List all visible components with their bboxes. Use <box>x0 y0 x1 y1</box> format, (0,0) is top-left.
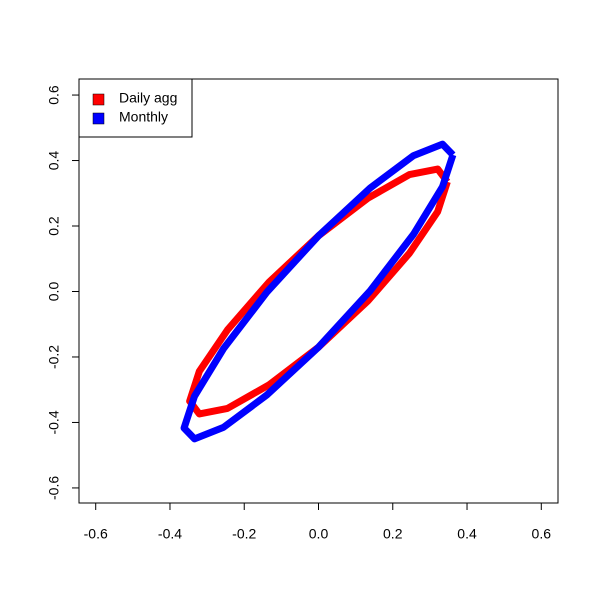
y-tick-label: 0.4 <box>46 151 62 171</box>
y-tick-label: -0.4 <box>46 410 62 434</box>
x-tick-label: 0.0 <box>309 526 329 542</box>
y-tick-label: -0.6 <box>46 476 62 500</box>
legend-box <box>78 78 193 138</box>
series-line <box>186 165 451 418</box>
x-tick-label: 0.4 <box>457 526 477 542</box>
legend-key <box>92 112 105 125</box>
x-tick-label: -0.2 <box>232 526 256 542</box>
x-tick-label: -0.4 <box>158 526 182 542</box>
plot-frame <box>78 78 559 504</box>
x-tick-label: 0.2 <box>383 526 403 542</box>
y-tick-label: 0.2 <box>46 216 62 236</box>
y-tick-label: -0.2 <box>46 345 62 369</box>
legend-label: Monthly <box>119 109 168 125</box>
series-line <box>180 140 457 443</box>
y-tick-label: 0.0 <box>46 282 62 302</box>
x-tick-label: -0.6 <box>84 526 108 542</box>
y-tick-label: 0.6 <box>46 85 62 105</box>
x-tick-label: 0.6 <box>532 526 552 542</box>
legend-key <box>92 93 105 106</box>
legend-label: Daily agg <box>119 90 177 106</box>
